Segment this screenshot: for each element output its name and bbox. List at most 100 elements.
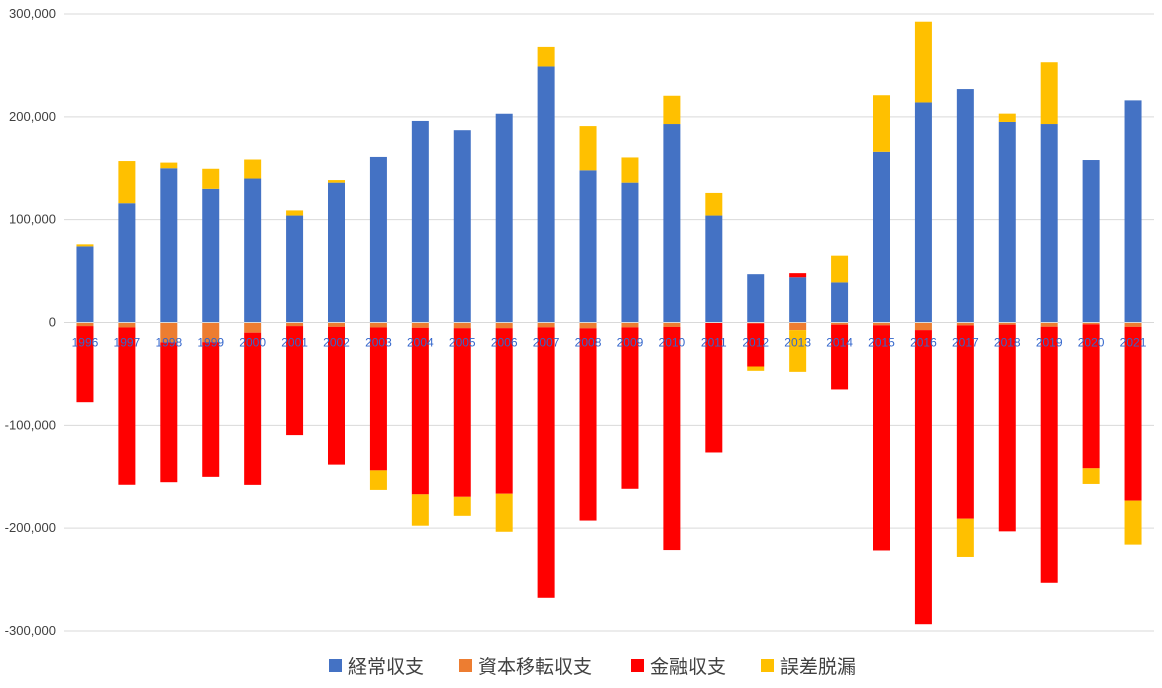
x-category-label: 2016 xyxy=(910,336,937,350)
y-axis-tick-labels: -300,000 -200,000 -100,000 0 100,000 200,000 3… xyxy=(5,6,56,638)
bar-segment xyxy=(244,159,262,179)
bar-segment xyxy=(621,157,639,183)
bar-segment xyxy=(118,203,136,323)
bar-segment xyxy=(914,330,932,625)
bar-segment xyxy=(1124,500,1142,545)
x-category-label: 2011 xyxy=(701,336,727,350)
bar-segment xyxy=(621,327,639,489)
bar-segment xyxy=(705,322,723,453)
legend-swatch xyxy=(459,659,472,672)
bar-segment xyxy=(663,326,681,551)
x-category-label: 2012 xyxy=(742,336,769,350)
bar-segment xyxy=(202,188,220,323)
bar-segment xyxy=(998,324,1016,532)
bar-segment xyxy=(495,113,513,323)
bar-segment xyxy=(76,322,94,327)
bar-segment xyxy=(286,215,304,323)
bar-segment xyxy=(244,322,262,333)
bar-segment xyxy=(1124,100,1142,323)
x-category-label: 1998 xyxy=(155,336,182,350)
legend-swatch xyxy=(631,659,644,672)
bar-segment xyxy=(873,151,890,323)
bar-segment xyxy=(873,322,890,326)
y-tick-label: -100,000 xyxy=(5,417,56,432)
bar-segment xyxy=(956,325,974,519)
bar-segment xyxy=(789,277,807,323)
bar-segment xyxy=(747,366,765,371)
bar-segment xyxy=(1040,322,1058,327)
x-category-label: 2002 xyxy=(323,336,350,350)
bar-segment xyxy=(537,66,555,323)
bar-segment xyxy=(1124,326,1142,501)
bar-segment xyxy=(873,325,890,551)
legend-swatch xyxy=(761,659,774,672)
x-category-label: 2003 xyxy=(365,336,392,350)
bar-segment xyxy=(76,244,94,247)
bar-segment xyxy=(328,182,345,323)
bar-segment xyxy=(873,95,890,152)
bar-segment xyxy=(1040,124,1058,323)
x-category-label: 2018 xyxy=(994,336,1021,350)
bar-segment xyxy=(998,322,1016,325)
bar-segment xyxy=(453,322,471,329)
bar-segment xyxy=(831,255,849,283)
bar-segment xyxy=(1082,324,1100,469)
x-category-label: 2006 xyxy=(491,336,518,350)
bar-segment xyxy=(537,322,555,328)
bar-segment xyxy=(76,326,94,403)
bar-segment xyxy=(453,496,471,516)
bar-segment xyxy=(579,322,597,329)
bars xyxy=(76,21,1142,625)
x-axis-category-labels: 1996 1997 1998 1999 2000 2001 2002 2003 2004 2005… xyxy=(72,336,1147,350)
bar-segment xyxy=(495,328,513,494)
legend-label: 金融収支 xyxy=(650,656,726,678)
bar-segment xyxy=(621,182,639,323)
bar-segment xyxy=(1124,322,1142,327)
bar-segment xyxy=(160,342,178,483)
x-category-label: 2015 xyxy=(868,336,895,350)
y-tick-label: 200,000 xyxy=(9,109,56,124)
bar-segment xyxy=(453,130,471,323)
bar-segment xyxy=(160,168,178,323)
bar-segment xyxy=(244,178,262,323)
y-tick-label: -200,000 xyxy=(5,520,56,535)
bar-segment xyxy=(705,215,723,323)
x-category-label: 2014 xyxy=(826,336,853,350)
y-tick-label: 0 xyxy=(49,315,56,330)
x-category-label: 2000 xyxy=(239,336,266,350)
bar-segment xyxy=(495,493,513,532)
x-category-label: 2008 xyxy=(575,336,602,350)
legend: 経常収支 資本移転収支 金融収支 誤差脱漏 xyxy=(329,656,856,678)
bar-segment xyxy=(663,95,681,125)
bar-segment xyxy=(411,327,429,495)
bar-segment xyxy=(956,322,974,326)
x-category-label: 2010 xyxy=(659,336,686,350)
bar-segment xyxy=(998,113,1016,122)
bar-segment xyxy=(286,326,304,436)
bar-segment xyxy=(789,322,807,331)
y-tick-label: 100,000 xyxy=(9,212,56,227)
legend-label: 経常収支 xyxy=(348,656,424,678)
bar-segment xyxy=(244,332,262,485)
bar-segment xyxy=(998,121,1016,323)
bar-segment xyxy=(956,518,974,557)
bar-segment xyxy=(579,328,597,521)
x-category-label: 1997 xyxy=(114,336,141,350)
x-category-label: 2007 xyxy=(533,336,560,350)
bar-segment xyxy=(747,323,765,367)
bar-segment xyxy=(202,322,220,343)
bar-segment xyxy=(747,274,765,323)
bar-segment xyxy=(411,322,429,328)
bar-segment xyxy=(789,330,807,372)
bar-segment xyxy=(1082,468,1100,484)
x-category-label: 1999 xyxy=(197,336,224,350)
legend-swatch xyxy=(329,659,342,672)
bar-segment xyxy=(579,126,597,171)
bar-segment xyxy=(453,328,471,497)
bar-segment xyxy=(202,342,220,477)
bar-segment xyxy=(831,322,849,325)
bar-segment xyxy=(118,161,136,204)
bar-segment xyxy=(160,162,178,169)
bar-segment xyxy=(118,322,136,328)
